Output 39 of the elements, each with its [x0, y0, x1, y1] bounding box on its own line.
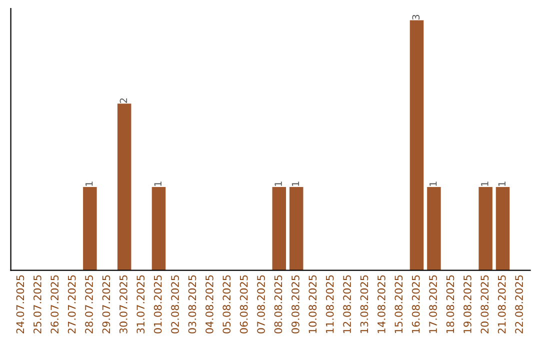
- data-label: 2: [120, 98, 128, 103]
- x-tick-label: 14.08.2025: [377, 275, 386, 333]
- x-tick-label: 26.07.2025: [50, 275, 59, 334]
- x-tick-label: 21.08.2025: [498, 275, 506, 334]
- x-tick-label: 22.08.2025: [515, 275, 523, 334]
- x-tick-label: 03.08.2025: [188, 275, 196, 334]
- x-tick-label: 29.07.2025: [102, 275, 110, 334]
- x-tick-label: 12.08.2025: [343, 275, 351, 333]
- x-tick-label: 04.08.2025: [205, 275, 214, 334]
- x-tick-label: 10.08.2025: [308, 275, 317, 333]
- data-label: 1: [86, 182, 93, 186]
- x-tick-label: 13.08.2025: [360, 275, 368, 333]
- data-label: 3: [412, 14, 420, 20]
- x-tick-label: 16.08.2025: [412, 275, 420, 333]
- x-tick-label: 19.08.2025: [464, 275, 472, 333]
- x-tick-label: 11.08.2025: [326, 275, 334, 333]
- x-tick-label: 24.07.2025: [16, 275, 24, 334]
- data-label: 1: [481, 182, 488, 186]
- x-tick-label: 15.08.2025: [394, 275, 403, 333]
- x-tick-label: 05.08.2025: [222, 275, 231, 334]
- x-tick-label: 27.07.2025: [68, 275, 76, 334]
- data-label: 1: [154, 182, 162, 186]
- data-label: 1: [498, 182, 506, 186]
- x-tick-label: 20.08.2025: [480, 275, 489, 334]
- x-tick-label: 25.07.2025: [33, 275, 42, 334]
- data-label: 1: [274, 182, 282, 186]
- x-tick-label: 06.08.2025: [240, 275, 248, 334]
- x-tick-label: 01.08.2025: [154, 275, 162, 334]
- x-tick-label: 17.08.2025: [429, 275, 437, 333]
- x-tick-label: 30.07.2025: [119, 275, 128, 334]
- x-tick-label: 08.08.2025: [274, 275, 282, 334]
- x-tick-label: 07.08.2025: [257, 275, 265, 334]
- x-tick-label: 02.08.2025: [171, 275, 179, 334]
- data-label: 1: [430, 182, 437, 186]
- x-tick-label: 31.07.2025: [136, 275, 145, 334]
- x-tick-label: 18.08.2025: [446, 275, 454, 333]
- x-tick-label: 28.07.2025: [85, 275, 93, 334]
- x-tick-label: 09.08.2025: [291, 275, 300, 334]
- data-label: 1: [292, 182, 300, 186]
